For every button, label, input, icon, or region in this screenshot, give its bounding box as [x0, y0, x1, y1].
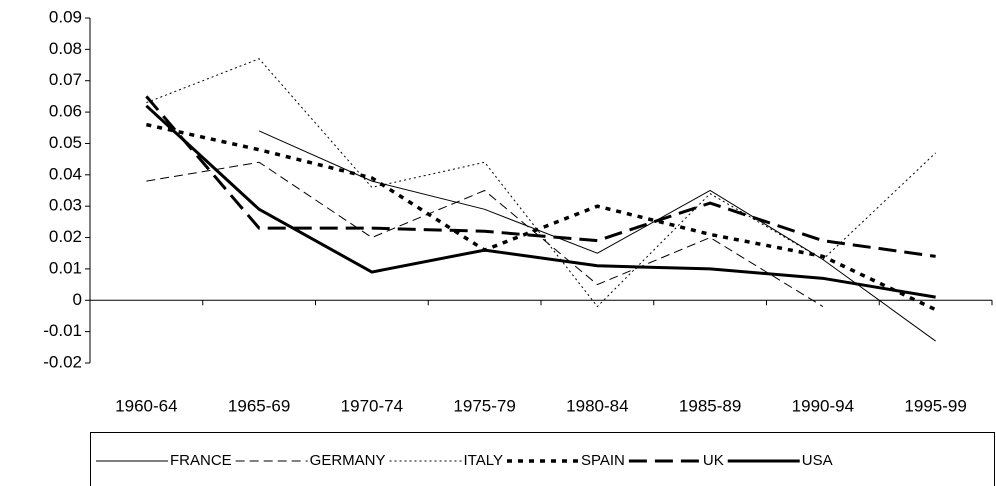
y-tick-label: 0.06 — [49, 102, 82, 121]
legend-label: GERMANY — [310, 452, 386, 469]
series-line — [146, 161, 824, 307]
x-tick-label: 1975-79 — [453, 396, 515, 415]
x-tick-label: 1985-89 — [679, 396, 741, 415]
legend-box — [90, 432, 995, 486]
y-tick-label: 0.07 — [49, 70, 82, 89]
x-tick-label: 1970-74 — [341, 396, 403, 415]
legend-label: UK — [703, 452, 724, 469]
y-tick-label: 0.08 — [49, 39, 82, 58]
series-line — [146, 58, 936, 308]
y-tick-label: 0.04 — [49, 164, 82, 183]
legend-label: ITALY — [464, 452, 503, 469]
legend-label: SPAIN — [581, 452, 625, 469]
y-tick-label: -0.02 — [43, 352, 82, 371]
y-tick-label: 0.02 — [49, 227, 82, 246]
legend-label: FRANCE — [170, 452, 232, 469]
series-line — [258, 130, 936, 342]
y-tick-label: 0.05 — [49, 133, 82, 152]
series-line — [145, 122, 937, 312]
y-tick-label: -0.01 — [43, 321, 82, 340]
x-tick-label: 1965-69 — [228, 396, 290, 415]
legend: FRANCE GERMANY ITALY SPAIN UK USA — [90, 432, 995, 486]
series-line — [145, 104, 936, 299]
x-tick-label: 1995-99 — [904, 396, 966, 415]
x-tick-label: 1980-84 — [566, 396, 628, 415]
y-tick-label: 0.01 — [49, 258, 82, 277]
x-tick-label: 1960-64 — [115, 396, 177, 415]
legend-label: USA — [802, 452, 833, 469]
y-tick-label: 0.03 — [49, 196, 82, 215]
y-tick-label: 0 — [73, 290, 82, 309]
y-tick-label: 0.09 — [49, 7, 82, 26]
series-line — [145, 95, 936, 258]
x-tick-label: 1990-94 — [792, 396, 854, 415]
